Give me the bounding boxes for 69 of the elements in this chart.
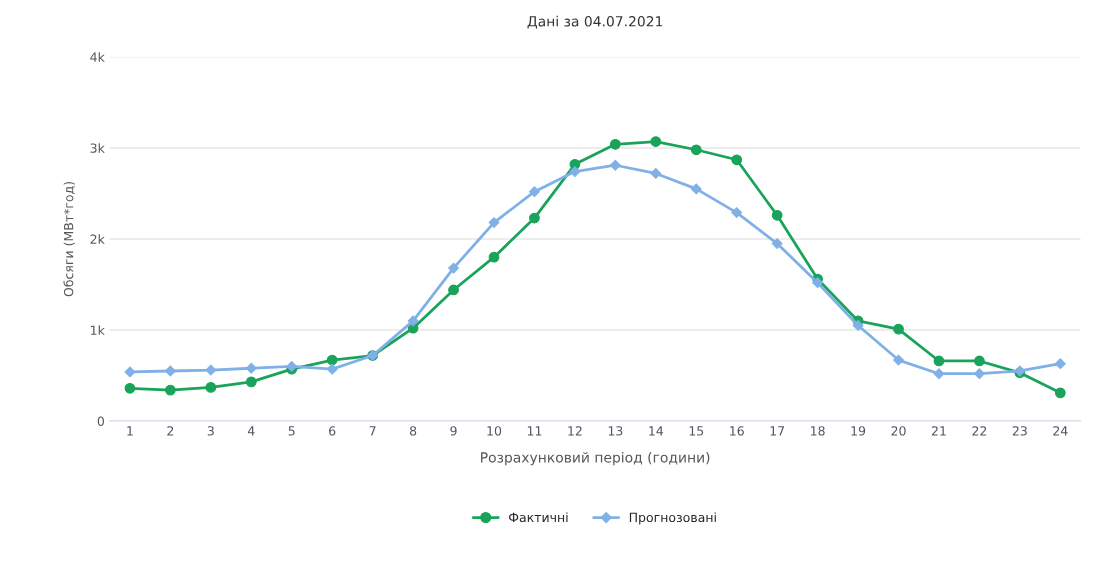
x-tick-label: 24: [1053, 426, 1068, 436]
legend-label: Прогнозовані: [629, 512, 716, 525]
point: [124, 382, 136, 394]
point: [1054, 387, 1066, 399]
point: [448, 284, 459, 296]
point: [933, 368, 945, 380]
point: [771, 238, 783, 249]
x-tick-label: 9: [450, 426, 457, 436]
point: [852, 320, 864, 331]
point: [326, 363, 338, 375]
x-tick-label: 21: [931, 426, 946, 436]
point: [529, 186, 540, 198]
x-tick-label: 10: [487, 426, 502, 436]
y-tick-label: 0: [97, 416, 105, 426]
chart-title: Дані за 04.07.2021: [527, 15, 663, 29]
x-tick-label: 19: [851, 426, 866, 436]
x-tick-label: 3: [207, 426, 214, 436]
y-tick-label: 1k: [91, 325, 105, 335]
point: [974, 355, 985, 367]
point: [609, 159, 621, 171]
y-tick-label: 3k: [90, 143, 105, 153]
point: [650, 168, 662, 179]
x-tick-label: 8: [409, 426, 417, 436]
x-tick-label: 20: [891, 426, 906, 436]
point: [1054, 358, 1066, 370]
legend-label: Фактичні: [508, 512, 568, 523]
point: [205, 381, 217, 393]
point: [326, 354, 338, 366]
x-tick-label: 14: [649, 426, 664, 436]
point: [650, 136, 662, 147]
point: [731, 154, 743, 166]
point: [933, 355, 945, 367]
point: [407, 315, 419, 327]
x-tick-label: 17: [770, 426, 785, 436]
point: [690, 144, 702, 156]
y-tick-label: 2k: [90, 234, 105, 244]
point: [245, 376, 257, 388]
point: [690, 183, 702, 195]
x-tick-label: 18: [811, 426, 825, 436]
point: [488, 217, 500, 229]
point: [893, 354, 904, 366]
x-tick-label: 2: [167, 426, 174, 436]
point: [569, 166, 581, 178]
x-tick-label: 7: [369, 426, 376, 436]
point: [529, 212, 540, 224]
x-tick-label: 23: [1012, 426, 1027, 436]
point: [448, 262, 459, 274]
x-tick-label: 12: [568, 426, 582, 436]
point: [124, 366, 136, 378]
point: [165, 384, 176, 396]
x-tick-label: 1: [127, 426, 133, 436]
point: [771, 209, 783, 221]
x-tick-label: 6: [329, 426, 336, 436]
x-tick-label: 5: [288, 426, 295, 436]
x-axis-title: Розрахунковий період (години): [481, 451, 710, 466]
point: [731, 207, 743, 219]
y-tick-label: 4k: [90, 52, 105, 62]
point: [205, 364, 217, 376]
y-axis-title: Обсяги (МВт*год): [63, 182, 75, 297]
x-tick-label: 4: [247, 426, 255, 436]
x-tick-label: 11: [527, 426, 542, 436]
x-tick-label: 16: [730, 426, 744, 436]
x-tick-label: 13: [608, 426, 623, 436]
point: [609, 138, 621, 150]
x-tick-label: 15: [689, 426, 704, 436]
x-tick-label: 22: [972, 426, 987, 436]
point: [488, 251, 500, 263]
point: [893, 323, 904, 335]
point: [812, 277, 824, 289]
